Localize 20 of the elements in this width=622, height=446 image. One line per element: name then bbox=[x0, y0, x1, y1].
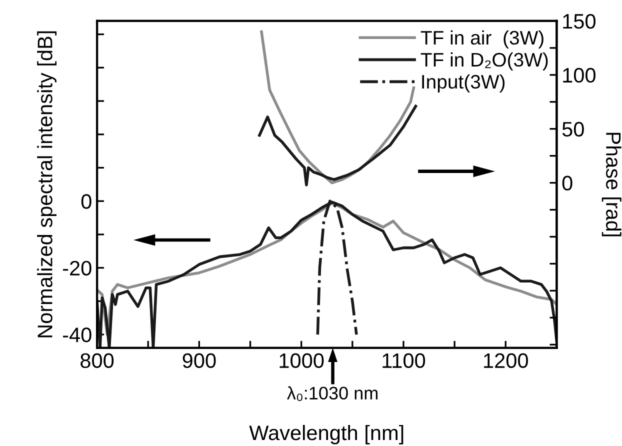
y2-tick-label: 150 bbox=[563, 14, 596, 29]
y-tick-label: 0 bbox=[81, 194, 92, 209]
x-tick-label: 1200 bbox=[484, 353, 528, 368]
text: λ₀:1030 nm bbox=[286, 386, 378, 402]
y-tick-label: -40 bbox=[62, 328, 92, 342]
x-tick-label: 900 bbox=[182, 353, 216, 368]
x-axis-title: Wavelength [nm] bbox=[249, 424, 404, 444]
y-tick-label: -20 bbox=[62, 260, 92, 276]
legend-label: TF in D₂O(3W) bbox=[420, 52, 548, 71]
legend-label: TF in air (3W) bbox=[420, 30, 544, 48]
line-series bbox=[258, 104, 418, 186]
y2-tick-label: 100 bbox=[563, 68, 596, 83]
x-tick-label: 1000 bbox=[280, 353, 324, 368]
y2-tick-label: 50 bbox=[562, 122, 584, 137]
y-axis-title: Normalized spectral intensity [dB] bbox=[37, 31, 57, 338]
y2-axis-title: Phase [rad] bbox=[602, 132, 622, 236]
y2-tick-label: 0 bbox=[562, 176, 572, 191]
x-tick-label: 1100 bbox=[382, 353, 426, 368]
x-tick-label: 800 bbox=[80, 353, 114, 368]
legend-label: Input(3W) bbox=[422, 74, 505, 93]
